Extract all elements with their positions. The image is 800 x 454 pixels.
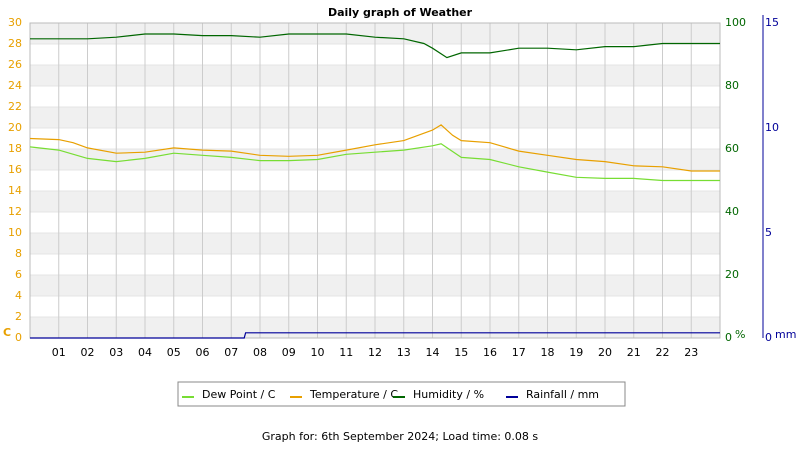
- series-line: [30, 33, 720, 59]
- footer: Graph for: 6th September 2024; Load time…: [262, 430, 539, 443]
- x-tick-label: 08: [253, 346, 267, 359]
- y-tick-label: 2: [15, 310, 22, 323]
- x-tick-label: 22: [656, 346, 670, 359]
- x-tick-label: 21: [627, 346, 641, 359]
- y-tick-label: 14: [8, 184, 22, 197]
- x-tick-label: 14: [426, 346, 440, 359]
- legend-label: Humidity / %: [413, 388, 484, 401]
- y2-tick-label: 20: [725, 268, 739, 281]
- y3-tick-label: 5: [765, 226, 772, 239]
- y-axis-label: C: [3, 326, 11, 339]
- legend-box: [177, 381, 626, 407]
- y-tick-label: 20: [8, 121, 22, 134]
- x-tick-label: 04: [138, 346, 152, 359]
- x-tick-label: 15: [454, 346, 468, 359]
- y-tick-label: 26: [8, 58, 22, 71]
- chart-title: Daily graph of Weather: [328, 6, 473, 19]
- x-tick-label: 11: [339, 346, 353, 359]
- y-tick-label: 12: [8, 205, 22, 218]
- y-tick-label: 18: [8, 142, 22, 155]
- y3-axis-label: mm: [775, 328, 796, 341]
- x-tick-label: 19: [569, 346, 583, 359]
- y3-tick-label: 15: [765, 16, 779, 29]
- x-tick-label: 09: [282, 346, 296, 359]
- y3-tick-label: 10: [765, 121, 779, 134]
- y-tick-label: 30: [8, 16, 22, 29]
- x-tick-label: 23: [684, 346, 698, 359]
- x-tick-label: 07: [224, 346, 238, 359]
- y-tick-label: 8: [15, 247, 22, 260]
- y-tick-label: 10: [8, 226, 22, 239]
- y2-tick-label: 100: [725, 16, 746, 29]
- y-tick-label: 24: [8, 79, 22, 92]
- legend-label: Rainfall / mm: [526, 388, 599, 401]
- series-line: [30, 332, 720, 339]
- y2-axis-label: %: [735, 328, 745, 341]
- series-line: [29, 143, 720, 182]
- y-tick-label: 16: [8, 163, 22, 176]
- y-tick-label: 4: [15, 289, 22, 302]
- x-tick-label: 12: [368, 346, 382, 359]
- y2-tick-label: 80: [725, 79, 739, 92]
- y2-tick-label: 40: [725, 205, 739, 218]
- x-tick-label: 18: [541, 346, 555, 359]
- x-tick-label: 16: [483, 346, 497, 359]
- x-tick-label: 10: [311, 346, 325, 359]
- y-tick-label: 6: [15, 268, 22, 281]
- y3-tick-label: 0: [765, 331, 772, 344]
- y-tick-label: 22: [8, 100, 22, 113]
- y-tick-label: 28: [8, 37, 22, 50]
- y2-tick-label: 0: [725, 331, 732, 344]
- x-tick-label: 02: [81, 346, 95, 359]
- y-tick-label: 0: [15, 331, 22, 344]
- x-tick-label: 05: [167, 346, 181, 359]
- x-tick-label: 13: [397, 346, 411, 359]
- x-tick-label: 01: [52, 346, 66, 359]
- y2-tick-label: 60: [725, 142, 739, 155]
- plot-area: [30, 23, 720, 339]
- x-tick-label: 20: [598, 346, 612, 359]
- x-tick-label: 06: [196, 346, 210, 359]
- legend-label: Dew Point / C: [202, 388, 276, 401]
- x-tick-label: 03: [109, 346, 123, 359]
- legend-label: Temperature / C: [309, 388, 398, 401]
- x-tick-label: 17: [512, 346, 526, 359]
- series-line: [29, 124, 720, 172]
